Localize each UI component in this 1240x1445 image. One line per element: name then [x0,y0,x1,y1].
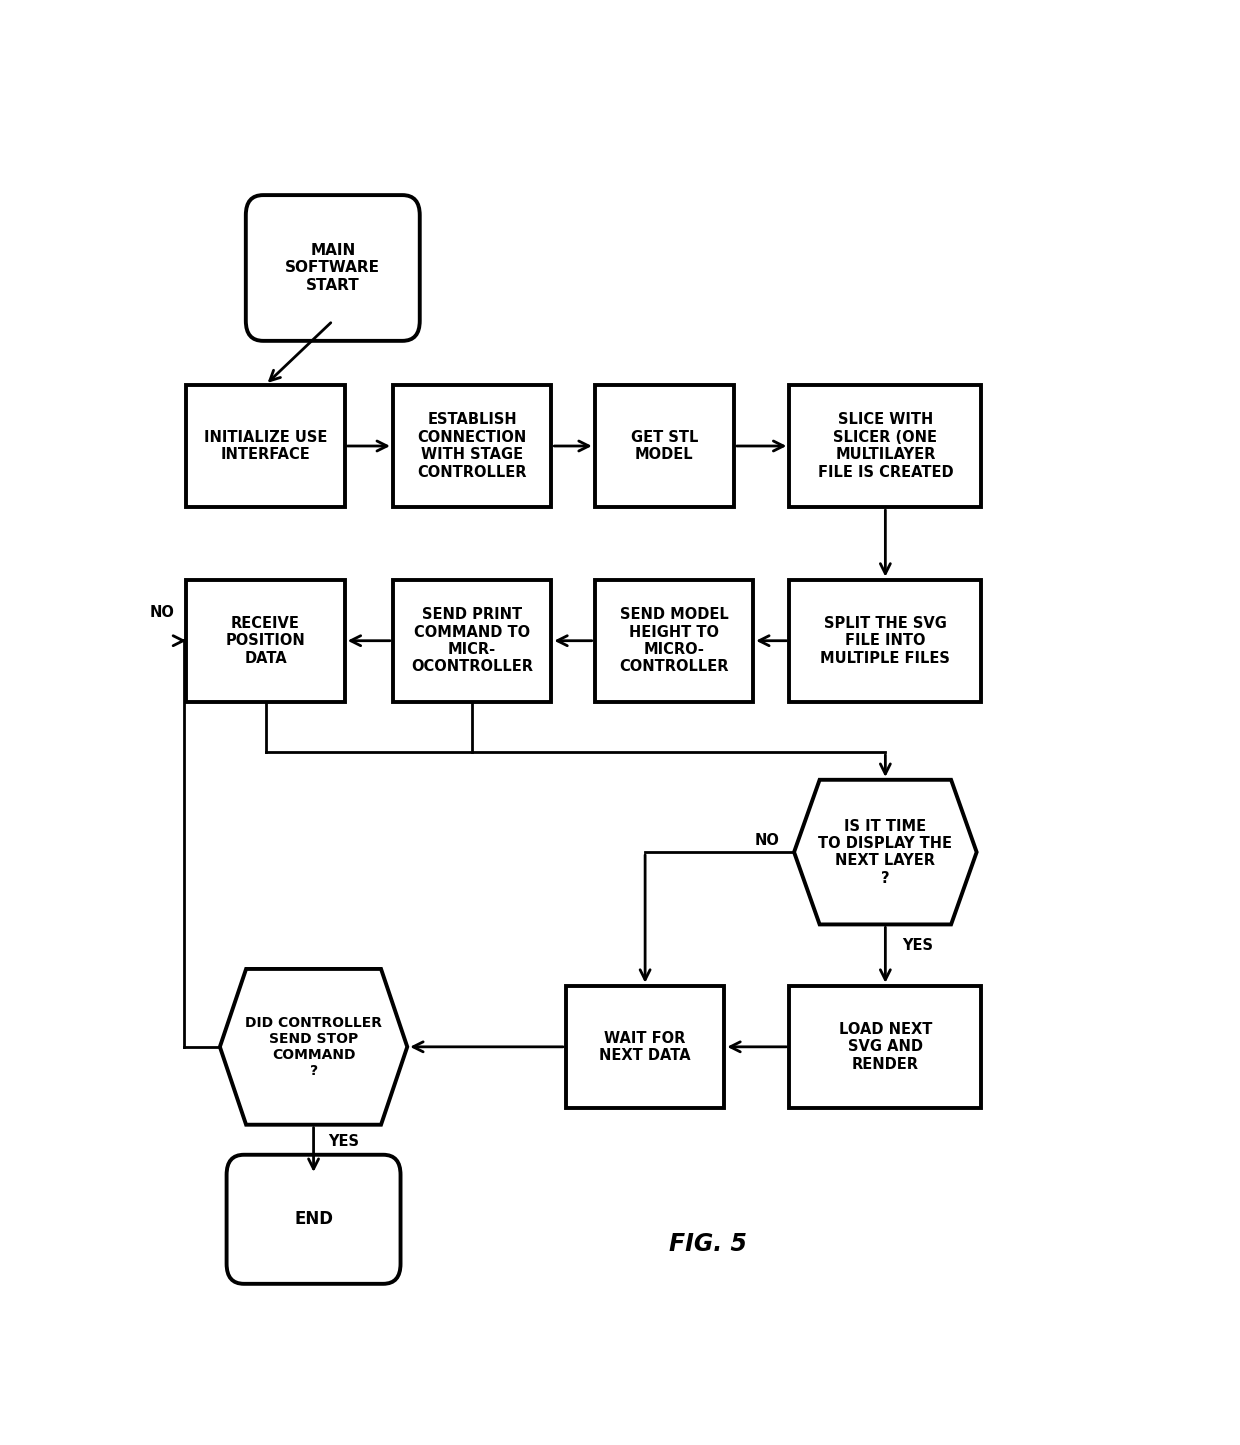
Text: SEND PRINT
COMMAND TO
MICR-
OCONTROLLER: SEND PRINT COMMAND TO MICR- OCONTROLLER [412,607,533,675]
Bar [789,985,982,1108]
FancyBboxPatch shape [246,195,420,341]
Text: NO: NO [755,834,780,848]
Bar [595,384,734,507]
Bar [789,384,982,507]
Text: LOAD NEXT
SVG AND
RENDER: LOAD NEXT SVG AND RENDER [838,1022,932,1072]
Text: FIG. 5: FIG. 5 [668,1231,746,1256]
Text: YES: YES [327,1134,360,1149]
Text: DID CONTROLLER
SEND STOP
COMMAND
?: DID CONTROLLER SEND STOP COMMAND ? [246,1016,382,1078]
Text: SEND MODEL
HEIGHT TO
MICRO-
CONTROLLER: SEND MODEL HEIGHT TO MICRO- CONTROLLER [619,607,729,675]
Bar [789,579,982,702]
Bar [393,579,552,702]
Text: NO: NO [149,605,174,620]
Text: ESTABLISH
CONNECTION
WITH STAGE
CONTROLLER: ESTABLISH CONNECTION WITH STAGE CONTROLL… [418,412,527,480]
Bar [186,384,345,507]
Bar [565,985,724,1108]
Text: SPLIT THE SVG
FILE INTO
MULTIPLE FILES: SPLIT THE SVG FILE INTO MULTIPLE FILES [821,616,950,666]
Text: WAIT FOR
NEXT DATA: WAIT FOR NEXT DATA [599,1030,691,1064]
Bar [393,384,552,507]
Text: INITIALIZE USE
INTERFACE: INITIALIZE USE INTERFACE [203,429,327,462]
Text: RECEIVE
POSITION
DATA: RECEIVE POSITION DATA [226,616,305,666]
Text: SLICE WITH
SLICER (ONE
MULTILAYER
FILE IS CREATED: SLICE WITH SLICER (ONE MULTILAYER FILE I… [817,412,954,480]
FancyBboxPatch shape [227,1155,401,1283]
Text: IS IT TIME
TO DISPLAY THE
NEXT LAYER
?: IS IT TIME TO DISPLAY THE NEXT LAYER ? [818,818,952,886]
Text: END: END [294,1211,334,1228]
Text: YES: YES [903,938,934,952]
Polygon shape [219,970,407,1124]
Text: MAIN
SOFTWARE
START: MAIN SOFTWARE START [285,243,381,293]
Bar [186,579,345,702]
Bar [595,579,753,702]
Polygon shape [794,780,977,925]
Text: GET STL
MODEL: GET STL MODEL [631,429,698,462]
